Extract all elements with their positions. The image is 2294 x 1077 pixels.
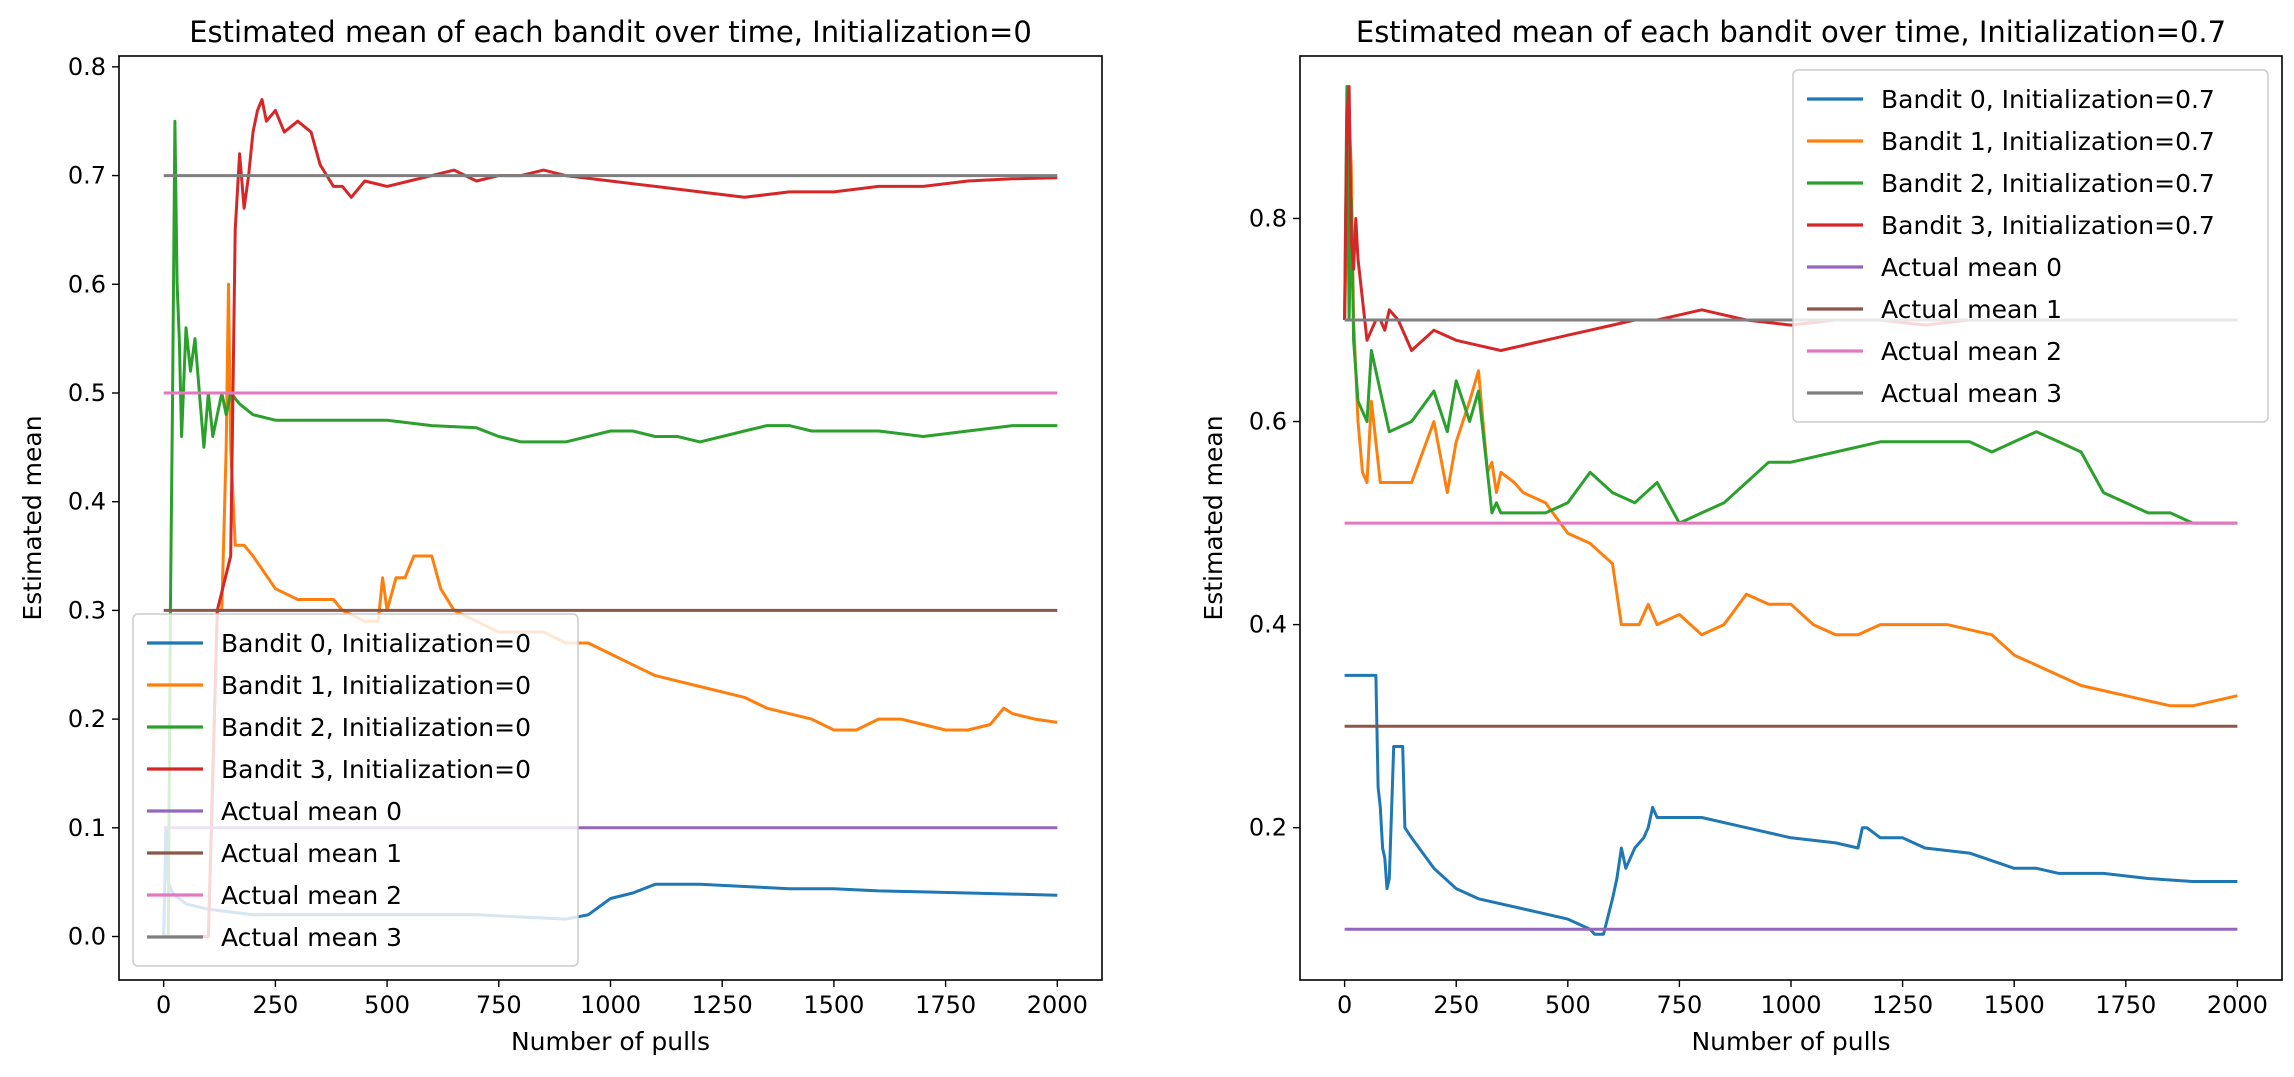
x-tick-label: 750 [476, 991, 522, 1019]
x-tick-label: 0 [1337, 991, 1352, 1019]
x-axis-label: Number of pulls [1691, 1027, 1890, 1056]
legend-entry: Actual mean 0 [1881, 253, 2062, 282]
x-tick-label: 1500 [803, 991, 864, 1019]
chart-title: Estimated mean of each bandit over time,… [189, 15, 1032, 49]
x-tick-label: 2000 [2207, 991, 2268, 1019]
y-tick-label: 0.5 [68, 379, 106, 407]
y-tick-label: 0.2 [1249, 814, 1287, 842]
y-tick-label: 0.3 [68, 596, 106, 624]
y-tick-label: 0.6 [68, 270, 106, 298]
x-tick-label: 500 [1545, 991, 1591, 1019]
series-line-0 [1344, 673, 2238, 936]
chart-0: 0 250 500 750 1000 1250 1500 1750 2000 0.0 0.1 0.2 0… [18, 15, 1103, 1056]
x-tick-label: 750 [1657, 991, 1703, 1019]
legend-entry: Actual mean 2 [221, 881, 402, 910]
series-line-2 [1343, 85, 2238, 525]
legend-entry: Actual mean 0 [221, 797, 402, 826]
plot-area [162, 98, 1058, 938]
x-tick-label: 1250 [1872, 991, 1933, 1019]
y-tick-label: 0.8 [1249, 204, 1287, 232]
legend-entry: Bandit 2, Initialization=0 [221, 713, 531, 742]
y-axis-label: Estimated mean [1199, 415, 1228, 620]
legend: Bandit 0, Initialization=0.7 Bandit 1, In… [1792, 69, 2269, 423]
x-axis-label: Number of pulls [511, 1027, 710, 1056]
series-line-2 [163, 119, 1058, 938]
x-tick-label: 1250 [692, 991, 753, 1019]
y-axis-label: Estimated mean [18, 415, 47, 620]
legend-box [132, 613, 579, 967]
legend-entry: Bandit 1, Initialization=0.7 [1881, 127, 2215, 156]
y-tick-label: 0.0 [68, 923, 106, 951]
x-tick-label: 250 [252, 991, 298, 1019]
y-tick-label: 0.4 [1249, 611, 1287, 639]
series-line-3 [163, 98, 1058, 938]
legend-entry: Bandit 0, Initialization=0.7 [1881, 85, 2215, 114]
x-tick-label: 0 [156, 991, 171, 1019]
legend: Bandit 0, Initialization=0 Bandit 1, Init… [132, 613, 579, 967]
legend-entry: Actual mean 1 [221, 839, 402, 868]
x-tick-label: 1000 [1760, 991, 1821, 1019]
legend-entry: Actual mean 3 [221, 923, 402, 952]
y-tick-label: 0.4 [68, 488, 106, 516]
x-tick-label: 250 [1433, 991, 1479, 1019]
chart-1: 0 250 500 750 1000 1250 1500 1750 2000 0.2 0.4 0.6 0… [1199, 15, 2283, 1056]
legend-entry: Bandit 3, Initialization=0 [221, 755, 531, 784]
legend-box [1792, 69, 2269, 423]
chart-title: Estimated mean of each bandit over time,… [1356, 15, 2226, 49]
x-tick-label: 1750 [915, 991, 976, 1019]
legend-entry: Bandit 3, Initialization=0.7 [1881, 211, 2215, 240]
legend-entry: Actual mean 2 [1881, 337, 2062, 366]
legend-entry: Bandit 0, Initialization=0 [221, 629, 531, 658]
y-tick-label: 0.7 [68, 162, 106, 190]
x-tick-label: 500 [364, 991, 410, 1019]
x-tick-label: 2000 [1027, 991, 1088, 1019]
x-tick-label: 1000 [580, 991, 641, 1019]
legend-entry: Bandit 2, Initialization=0.7 [1881, 169, 2215, 198]
y-tick-label: 0.2 [68, 705, 106, 733]
x-tick-label: 1750 [2095, 991, 2156, 1019]
y-tick-label: 0.1 [68, 814, 106, 842]
legend-entry: Bandit 1, Initialization=0 [221, 671, 531, 700]
y-tick-label: 0.6 [1249, 408, 1287, 436]
legend-entry: Actual mean 3 [1881, 379, 2062, 408]
legend-entry: Actual mean 1 [1881, 295, 2062, 324]
series-line-1 [1343, 115, 2238, 708]
x-tick-label: 1500 [1984, 991, 2045, 1019]
y-tick-label: 0.8 [68, 53, 106, 81]
